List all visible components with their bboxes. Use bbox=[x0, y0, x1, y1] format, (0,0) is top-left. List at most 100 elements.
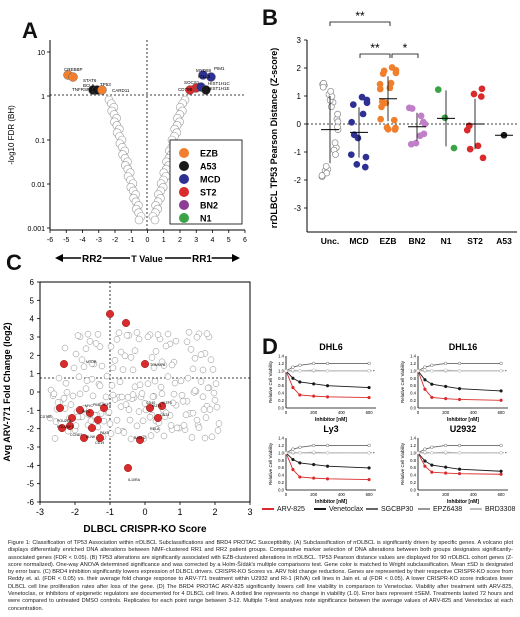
subplot-x-label: Inhibitor [nM] bbox=[447, 499, 479, 505]
volcano-plot: 10 1 0.1 0.01 0.001 -6 -5 -4 -3 -2 -1 0 1 2 3 4 5 6 -log… bbox=[7, 40, 247, 267]
dot-point bbox=[328, 103, 335, 111]
crispr-point bbox=[193, 333, 201, 341]
panel-label-d: D bbox=[262, 334, 278, 359]
crispr-point bbox=[129, 366, 137, 374]
d-legend-swatch bbox=[366, 508, 378, 510]
crispr-point bbox=[146, 413, 154, 421]
dot-x-tick-label: BN2 bbox=[408, 236, 425, 246]
crispr-point bbox=[213, 403, 221, 411]
volcano-x-tick-label: 5 bbox=[227, 237, 231, 244]
crispr-point bbox=[204, 384, 212, 392]
dot-point bbox=[419, 118, 427, 126]
crispr-highlight-point bbox=[121, 319, 130, 328]
dot-point bbox=[388, 64, 396, 71]
series-line-arv-825 bbox=[417, 452, 502, 475]
crispr-highlight-point bbox=[140, 359, 149, 368]
legend-label-st2: ST2 bbox=[200, 188, 217, 198]
crispr-highlight-point bbox=[79, 433, 88, 442]
series-line-venetoclax bbox=[285, 370, 370, 389]
series-point bbox=[291, 467, 295, 472]
crispr-point bbox=[70, 364, 78, 372]
dot-point bbox=[359, 110, 367, 118]
crispr-point bbox=[127, 435, 135, 443]
series-point bbox=[499, 472, 503, 476]
crispr-point bbox=[92, 340, 100, 347]
subplot-x-tick-label: 0 bbox=[417, 492, 420, 497]
dot-plot-y-ticks: 3 2 1 0 -1 -2 -3 bbox=[294, 36, 307, 213]
gene-label-myd88: MYD88 bbox=[196, 68, 212, 73]
crispr-point bbox=[76, 390, 84, 398]
subplot-y-tick-label: 0.4 bbox=[278, 473, 284, 478]
subplot-y-tick-label: 1.0 bbox=[278, 450, 284, 455]
dot-point bbox=[392, 69, 400, 77]
crispr-point bbox=[135, 335, 143, 343]
subplot-x-tick-label: 400 bbox=[470, 410, 478, 415]
dot-point bbox=[390, 116, 398, 124]
crispr-point bbox=[215, 420, 223, 427]
crispr-point bbox=[84, 330, 92, 338]
dot-point bbox=[334, 110, 341, 118]
viability-subplot-ly3: Ly3 1.4 1.2 1.0 0.8 0.6 0.4 0.2 0.00 200 400 600 Rel… bbox=[268, 424, 376, 505]
series-point bbox=[325, 464, 330, 468]
crispr-point bbox=[72, 350, 80, 358]
crispr-point bbox=[121, 352, 129, 360]
crispr-point bbox=[113, 416, 121, 424]
series-point bbox=[430, 395, 434, 400]
crispr-point bbox=[86, 338, 94, 345]
crispr-point bbox=[125, 406, 133, 413]
dot-point bbox=[361, 163, 369, 171]
dot-point bbox=[363, 96, 371, 104]
series-point bbox=[291, 447, 295, 451]
crispr-x-tick-label: 0 bbox=[142, 507, 147, 517]
crispr-point bbox=[55, 374, 63, 382]
legend-label-a53: A53 bbox=[200, 162, 217, 172]
subplot-y-tick-label: 1.2 bbox=[278, 361, 284, 366]
legend-swatch-ezb bbox=[179, 148, 189, 158]
series-point bbox=[430, 445, 434, 449]
series-point bbox=[423, 365, 427, 369]
subplot-title: DHL6 bbox=[319, 342, 343, 352]
legend-swatch-a53 bbox=[179, 161, 189, 171]
dot-point bbox=[479, 154, 487, 162]
series-point bbox=[499, 398, 503, 402]
crispr-y-tick-label: 1 bbox=[30, 370, 35, 379]
crispr-point bbox=[105, 408, 113, 416]
subplot-x-label: Inhibitor [nM] bbox=[315, 417, 347, 423]
crispr-point bbox=[195, 424, 203, 431]
volcano-y-tick-label: 1 bbox=[41, 94, 45, 101]
d-legend-label: ARV-825 bbox=[277, 506, 305, 513]
gene-label-socs1: SOCS1 bbox=[184, 80, 200, 85]
figure-caption: Figure 1: Classification of TP53 Associa… bbox=[8, 540, 513, 612]
crispr-point bbox=[160, 432, 168, 440]
dot-x-tick-label: A53 bbox=[496, 236, 512, 246]
dot-y-tick-label: 1 bbox=[297, 92, 302, 101]
subplot-title: DHL16 bbox=[449, 342, 478, 352]
dot-y-tick-label: -2 bbox=[294, 176, 302, 185]
subplot-x-label: Inhibitor [nM] bbox=[447, 417, 479, 423]
series-point bbox=[367, 395, 371, 400]
dot-x-tick-label: N1 bbox=[441, 236, 452, 246]
crispr-point bbox=[182, 411, 190, 419]
subplot-x-label: Inhibitor [nM] bbox=[315, 499, 347, 505]
subplot-y-tick-label: 0.2 bbox=[278, 398, 284, 403]
series-point bbox=[325, 369, 330, 373]
crispr-point bbox=[178, 392, 186, 399]
subplot-y-tick-label: 1.4 bbox=[410, 354, 416, 359]
crispr-point bbox=[133, 422, 141, 430]
crispr-point bbox=[200, 406, 208, 413]
dot-point bbox=[350, 131, 358, 139]
subplot-y-tick-label: 1.2 bbox=[410, 361, 416, 366]
crispr-point bbox=[136, 381, 144, 389]
volcano-x-tick-label: -4 bbox=[79, 237, 85, 244]
crispr-point bbox=[201, 434, 209, 442]
crispr-point bbox=[207, 356, 215, 364]
dot-point bbox=[332, 151, 339, 158]
subplot-y-label: Relative Cell Viability bbox=[268, 360, 273, 403]
dot-point bbox=[331, 139, 339, 147]
crispr-y-tick-label: -3 bbox=[27, 443, 35, 452]
crispr-point bbox=[62, 379, 70, 387]
crispr-point bbox=[75, 373, 83, 381]
gene-label-card11: CARD11 bbox=[112, 88, 130, 93]
crispr-point bbox=[122, 401, 130, 408]
subplot-y-tick-label: 0.6 bbox=[410, 383, 416, 388]
